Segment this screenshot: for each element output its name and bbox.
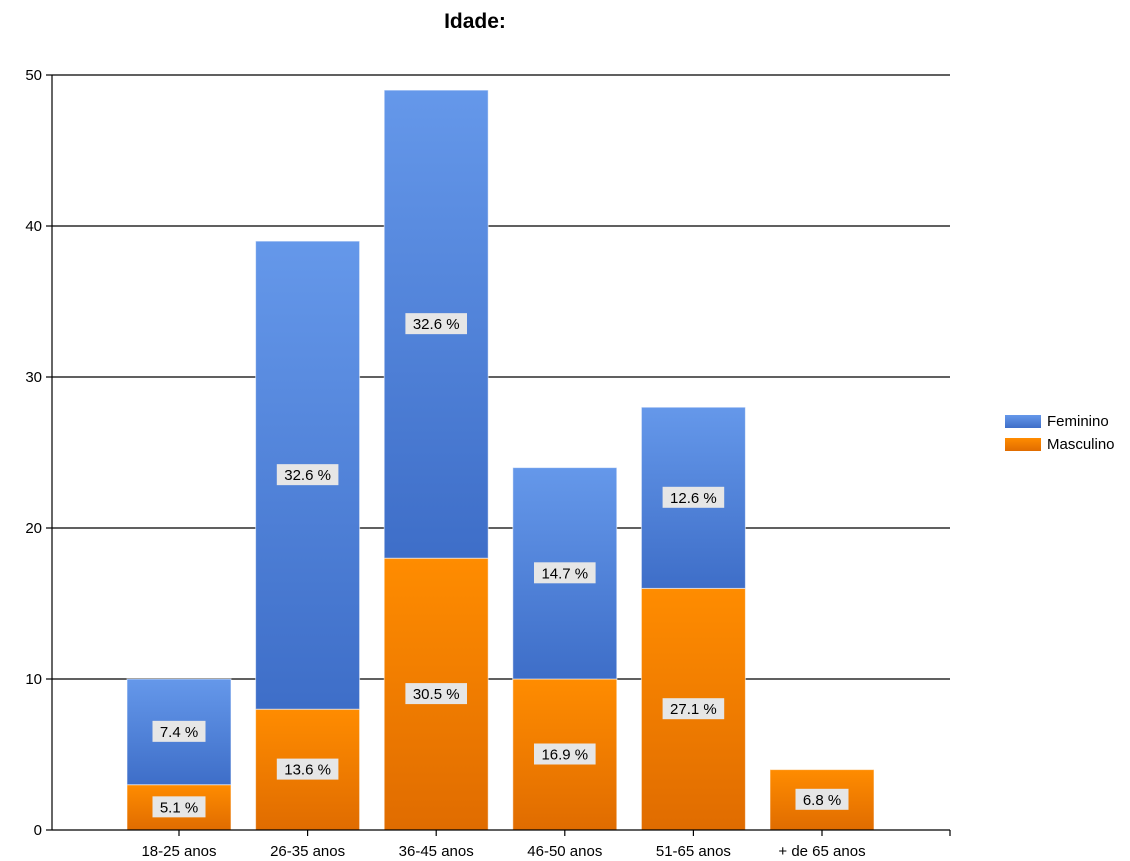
data-label-text: 32.6 % <box>284 467 331 484</box>
y-tick-label: 10 <box>25 671 42 688</box>
data-label-text: 30.5 % <box>413 686 460 703</box>
x-tick-label: 36-45 anos <box>399 843 474 860</box>
legend-label-masculino: Masculino <box>1047 436 1115 453</box>
y-tick-label: 20 <box>25 520 42 537</box>
data-label-background <box>534 562 596 584</box>
y-tick-label: 0 <box>34 822 42 839</box>
data-label-background <box>276 464 339 486</box>
data-label: 16.9 % <box>534 743 596 765</box>
data-label: 12.6 % <box>662 486 725 508</box>
data-label: 13.6 % <box>276 758 339 780</box>
data-label: 14.7 % <box>534 562 596 584</box>
x-tick-label: 46-50 anos <box>527 843 602 860</box>
chart-title: Idade: <box>444 10 506 33</box>
data-label-background <box>662 486 725 508</box>
data-label: 32.6 % <box>276 464 339 486</box>
y-tick-label: 50 <box>25 67 42 84</box>
data-label-background <box>152 796 206 818</box>
data-label-background <box>405 313 467 335</box>
data-label: 6.8 % <box>795 788 849 810</box>
data-label-background <box>662 698 725 720</box>
x-tick-label: + de 65 anos <box>778 843 865 860</box>
data-label: 32.6 % <box>405 313 467 335</box>
data-label-text: 14.7 % <box>541 565 588 582</box>
data-label-text: 7.4 % <box>160 724 198 741</box>
x-tick-label: 18-25 anos <box>141 843 216 860</box>
data-label: 5.1 % <box>152 796 206 818</box>
data-label-background <box>405 683 467 705</box>
data-label-text: 13.6 % <box>284 762 331 779</box>
data-label-text: 12.6 % <box>670 490 717 507</box>
legend-swatch-feminino <box>1005 415 1041 428</box>
gridlines <box>52 74 950 680</box>
y-tick-label: 30 <box>25 369 42 386</box>
x-tick-label: 51-65 anos <box>656 843 731 860</box>
legend-swatch-masculino <box>1005 438 1041 451</box>
data-label-background <box>276 758 339 780</box>
data-label-text: 16.9 % <box>541 747 588 764</box>
data-labels: 5.1 % 7.4 % 13.6 % 32.6 % 30.5 % 32.6 % 16.9 %… <box>152 313 849 818</box>
data-label-background <box>534 743 596 765</box>
legend-item-feminino: Feminino <box>1005 410 1115 433</box>
legend: Feminino Masculino <box>1005 410 1115 456</box>
data-label: 27.1 % <box>662 698 725 720</box>
x-tick-label: 26-35 anos <box>270 843 345 860</box>
data-label-background <box>152 720 206 742</box>
y-tick-label: 40 <box>25 218 42 235</box>
data-label-text: 5.1 % <box>160 799 198 816</box>
axes: 0 10 20 30 40 50 18-25 anos 26-35 anos 36-45 ano… <box>25 67 951 860</box>
data-label-text: 6.8 % <box>803 792 841 809</box>
bars <box>126 89 875 831</box>
data-label-text: 32.6 % <box>413 316 460 333</box>
data-label-text: 27.1 % <box>670 701 717 718</box>
data-label: 30.5 % <box>405 683 467 705</box>
data-label-background <box>795 788 849 810</box>
data-label: 7.4 % <box>152 720 206 742</box>
legend-label-feminino: Feminino <box>1047 413 1109 430</box>
legend-item-masculino: Masculino <box>1005 433 1115 456</box>
